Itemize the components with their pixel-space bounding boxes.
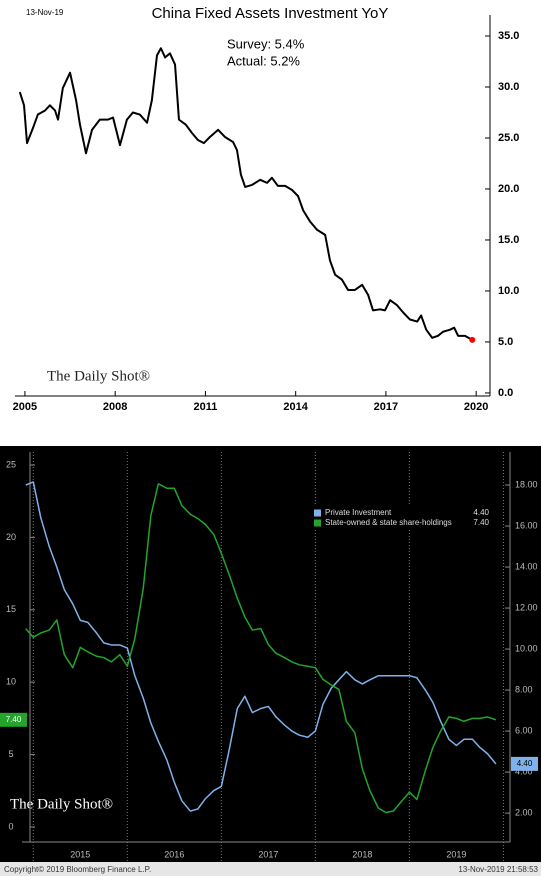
y-tick-label: 20.0 [498,183,519,195]
axis-callout [0,712,27,727]
y-tick-label: 35.0 [498,30,519,42]
copyright: Copyright© 2019 Bloomberg Finance L.P. [4,865,151,874]
footer-band [0,862,541,876]
series-line [25,483,497,814]
legend-value: 4.40 [473,508,489,517]
x-tick-label: 2014 [283,401,308,413]
y-tick-label: 5 [8,749,13,759]
y2-tick-label: 6.00 [515,725,533,735]
legend-swatch [314,519,321,527]
axis-callout-label: 4.40 [517,759,533,768]
y-tick-label: 20 [6,532,16,542]
x-tick-label: 2008 [103,401,127,413]
x-tick-label: 2017 [258,849,278,859]
watermark: The Daily Shot® [10,796,113,812]
y2-tick-label: 14.00 [515,561,538,571]
x-tick-label: 2019 [446,849,466,859]
axis-callout [511,756,538,771]
y-tick-label: 5.0 [498,336,513,348]
last-point [469,336,476,343]
y-tick-label: 0.0 [498,387,513,399]
y2-tick-label: 8.00 [515,684,533,694]
y-tick-label: 0 [8,821,13,831]
chart-title: China Fixed Assets Investment YoY [152,5,389,22]
timestamp: 13-Nov-2019 21:58:53 [458,865,538,874]
legend-box [312,506,492,530]
top-panel [0,0,541,446]
y2-tick-label: 18.00 [515,479,538,489]
annotation: Survey: 5.4% [227,36,305,51]
series-line [18,47,473,341]
y2-tick-label: 12.00 [515,602,538,612]
y-tick-label: 15.0 [498,234,519,246]
x-tick-label: 2011 [193,401,217,413]
y2-tick-label: 4.00 [515,766,533,776]
legend-label: State-owned & state share-holdings [325,518,452,527]
x-tick-label: 2005 [13,401,37,413]
y-tick-label: 25 [6,459,16,469]
x-tick-label: 2016 [164,849,184,859]
axis-callout-label: 7.40 [6,715,22,724]
watermark: The Daily Shot® [47,368,150,384]
legend-value: 7.40 [473,518,489,527]
y-tick-label: 30.0 [498,81,519,93]
y-tick-label: 15 [6,604,16,614]
y-tick-label: 25.0 [498,132,519,144]
x-tick-label: 2018 [352,849,372,859]
x-tick-label: 2017 [374,401,398,413]
y2-tick-label: 2.00 [515,807,533,817]
x-tick-label: 2020 [464,401,488,413]
x-tick-label: 2015 [70,849,90,859]
y2-tick-label: 10.00 [515,643,538,653]
y-tick-label: 10 [6,677,16,687]
y-tick-label: 10.0 [498,285,519,297]
series-line [25,481,497,812]
date-label: 13-Nov-19 [26,8,64,17]
annotation: Actual: 5.2% [227,53,300,68]
legend-label: Private Investment [325,508,392,517]
legend-swatch [314,509,321,517]
y2-tick-label: 16.00 [515,520,538,530]
